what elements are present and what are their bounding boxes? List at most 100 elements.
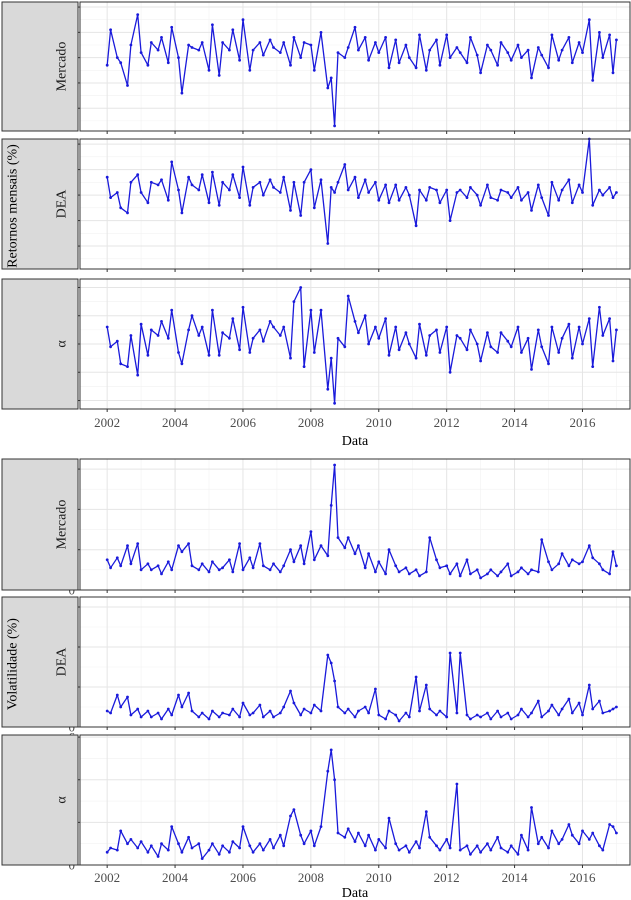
panel: 20100-10-20DEA (1, 137, 631, 272)
data-point (479, 850, 482, 854)
panel-background (80, 597, 630, 727)
data-point (438, 351, 442, 354)
facet-label: DEA (55, 189, 70, 219)
data-point (190, 709, 194, 713)
data-point (587, 683, 591, 687)
data-point (479, 576, 482, 580)
data-point (207, 848, 211, 852)
data-point (435, 713, 438, 717)
data-point (343, 835, 347, 839)
data-point (357, 196, 360, 200)
data-point (221, 566, 225, 570)
data-point (146, 63, 150, 67)
data-point (516, 852, 520, 856)
data-point (509, 844, 513, 848)
data-point (149, 328, 153, 332)
data-point (560, 48, 564, 52)
data-point (289, 63, 292, 67)
data-point (357, 544, 360, 548)
data-point (475, 844, 479, 848)
data-point (445, 325, 449, 329)
data-point (129, 180, 133, 184)
data-point (353, 840, 357, 843)
data-point (251, 566, 255, 570)
data-point (516, 186, 520, 189)
data-point (115, 693, 119, 697)
data-point (336, 51, 340, 54)
data-point (587, 544, 591, 548)
data-point (160, 572, 163, 576)
data-point (129, 43, 133, 47)
data-point (438, 709, 442, 713)
data-point (598, 305, 601, 309)
data-point (611, 707, 615, 711)
series-line (106, 286, 618, 404)
data-point (475, 713, 479, 717)
data-point (200, 41, 204, 44)
data-point (397, 570, 401, 574)
data-point (346, 294, 350, 298)
data-point (499, 715, 503, 719)
data-point (615, 38, 618, 42)
data-point (207, 68, 211, 72)
data-point (292, 180, 296, 184)
data-point (540, 53, 544, 57)
data-point (489, 848, 493, 852)
data-point (353, 715, 357, 719)
x-tick-label: 2016 (569, 415, 596, 430)
data-point (126, 842, 129, 846)
data-point (278, 570, 282, 574)
data-point (268, 178, 272, 182)
data-point (499, 41, 503, 44)
data-point (177, 188, 180, 192)
data-point (448, 651, 452, 655)
data-point (404, 331, 408, 335)
data-point (251, 336, 255, 340)
data-point (200, 562, 204, 566)
data-point (428, 186, 432, 189)
data-point (319, 544, 323, 548)
data-point (299, 833, 303, 837)
data-point (136, 542, 140, 545)
data-point (166, 61, 170, 65)
data-point (520, 707, 523, 711)
data-point (211, 709, 214, 713)
data-point (166, 198, 170, 202)
data-point (353, 320, 357, 323)
data-point (536, 46, 540, 49)
y-axis-title: Volatilidade (%) (6, 618, 21, 710)
data-point (346, 536, 350, 539)
data-point (608, 709, 611, 713)
data-point (343, 163, 347, 166)
data-point (177, 56, 180, 59)
data-point (367, 552, 370, 556)
data-point (536, 699, 540, 703)
data-point (343, 56, 347, 59)
data-point (601, 711, 605, 715)
data-point (536, 328, 540, 332)
data-point (299, 286, 303, 289)
data-point (448, 56, 452, 59)
data-point (550, 180, 554, 184)
data-point (115, 191, 119, 194)
data-point (336, 705, 340, 709)
data-point (119, 564, 123, 568)
data-point (221, 331, 225, 335)
data-point (611, 196, 615, 200)
facet-strip (1, 458, 79, 591)
data-point (455, 334, 459, 337)
data-point (486, 572, 489, 576)
panel-background (80, 459, 630, 590)
data-point (241, 701, 245, 705)
data-point (384, 317, 387, 320)
data-point (115, 56, 119, 59)
data-point (435, 328, 438, 332)
data-point (156, 183, 160, 187)
data-point (520, 351, 523, 354)
data-point (486, 331, 489, 335)
x-tick-label: 2010 (366, 870, 392, 885)
data-point (363, 178, 367, 182)
data-point (136, 846, 140, 850)
data-point (407, 715, 411, 719)
data-point (414, 675, 418, 679)
